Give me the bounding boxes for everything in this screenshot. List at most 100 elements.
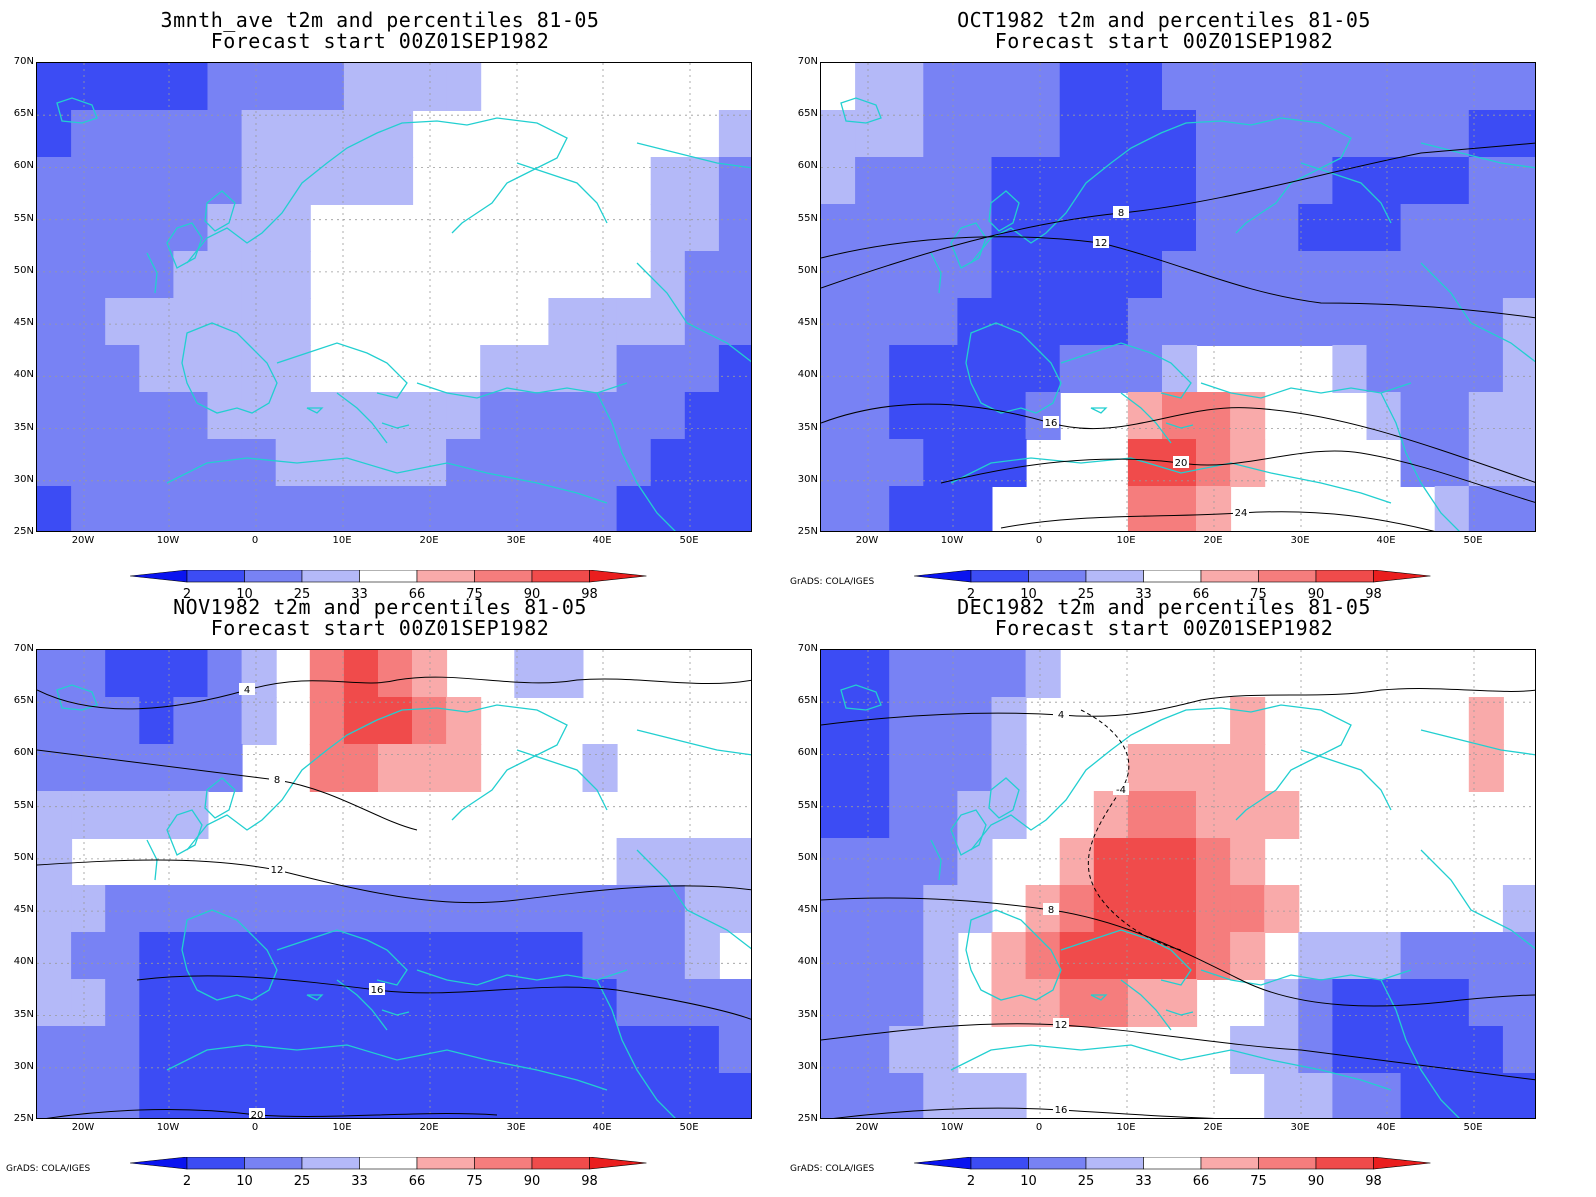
shade-cell xyxy=(1264,157,1300,205)
shade-cell xyxy=(1434,204,1470,252)
lon-tick-label: 20W xyxy=(71,535,95,546)
shade-cell xyxy=(378,392,414,440)
shade-cell xyxy=(1025,298,1061,346)
shade-cell xyxy=(378,486,414,531)
shade-cell xyxy=(412,1073,448,1118)
shade-cell xyxy=(957,63,993,111)
shade-cell xyxy=(173,157,209,205)
shade-cell xyxy=(480,979,516,1027)
shade-cell xyxy=(1502,298,1535,346)
lat-tick-label: 35N xyxy=(13,421,34,433)
shade-cell xyxy=(548,439,584,487)
contour-label: 16 xyxy=(1055,1105,1068,1116)
shade-cell xyxy=(71,345,107,393)
shade-cell xyxy=(889,439,925,487)
shade-cell xyxy=(207,885,243,933)
panel-oct1982: OCT1982 t2m and percentiles 81-05 Foreca… xyxy=(784,0,1544,602)
shade-cell xyxy=(1366,345,1402,393)
shade-cell xyxy=(105,157,141,205)
colorbar-label: 2 xyxy=(967,1174,975,1189)
shade-cell xyxy=(37,1073,73,1118)
shade-cell xyxy=(821,345,857,393)
shade-cell xyxy=(71,63,107,111)
shade-cell xyxy=(923,1026,959,1074)
lon-tick-label: 30E xyxy=(506,1122,526,1133)
shade-cell xyxy=(991,744,1027,792)
shade-cell xyxy=(446,392,482,440)
colorbar-segment xyxy=(1143,569,1202,583)
shade-cell xyxy=(480,885,516,933)
shade-cell xyxy=(684,885,720,933)
shade-cell xyxy=(957,486,993,531)
shade-cell xyxy=(37,204,73,252)
shade-cell xyxy=(412,392,448,440)
colorbar-segment xyxy=(244,1156,303,1170)
shade-cell xyxy=(1196,204,1232,252)
lon-tick-label: 10E xyxy=(332,535,352,546)
shade-cell xyxy=(1298,932,1334,980)
graticule xyxy=(37,63,751,531)
shade-cell xyxy=(1366,251,1402,299)
shade-cell xyxy=(821,650,857,698)
shade-cell xyxy=(889,392,925,440)
shade-cell xyxy=(1366,63,1402,111)
shade-cell xyxy=(650,1026,686,1074)
colorbar-label: 98 xyxy=(581,587,598,602)
shade-cell xyxy=(1025,932,1061,980)
shade-cell xyxy=(855,110,891,158)
colorbar-label: 33 xyxy=(1135,1174,1152,1189)
shade-cell xyxy=(1400,392,1436,440)
shade-cell xyxy=(1400,932,1436,980)
colorbar-label: 2 xyxy=(183,1174,191,1189)
shade-cell xyxy=(1468,392,1504,440)
shade-cell xyxy=(650,838,686,886)
shade-cell xyxy=(139,697,175,745)
shade-cell xyxy=(1468,744,1504,792)
lat-tick-label: 30N xyxy=(13,1060,34,1072)
contour-label: 24 xyxy=(1235,508,1248,519)
colorbar: 2 10 25 33 66 75 90 98 xyxy=(913,569,1444,610)
shade-cell xyxy=(1127,885,1163,933)
shade-cell xyxy=(1162,204,1198,252)
shade-cell xyxy=(446,885,482,933)
colorbar-arrow-left xyxy=(913,569,972,583)
shade-cell xyxy=(1230,697,1266,745)
shade-cell xyxy=(1196,744,1232,792)
shade-cell xyxy=(855,251,891,299)
shade-cell xyxy=(1400,110,1436,158)
shade-cell xyxy=(105,251,141,299)
shade-cell xyxy=(1093,885,1129,933)
shade-cell xyxy=(1196,392,1232,440)
shade-cell xyxy=(1400,204,1436,252)
shade-cell xyxy=(446,486,482,531)
shade-cell xyxy=(1162,979,1198,1027)
shade-cell xyxy=(855,885,891,933)
shade-cell xyxy=(1230,1026,1266,1074)
shade-cell xyxy=(514,650,550,698)
shade-cell xyxy=(1400,251,1436,299)
shade-cell xyxy=(1264,298,1300,346)
shade-cell xyxy=(1127,744,1163,792)
shade-cell xyxy=(1434,979,1470,1027)
shade-cell xyxy=(37,697,73,745)
colorbar-label: 66 xyxy=(409,587,426,602)
contour-label: 12 xyxy=(1095,238,1108,249)
shade-cell xyxy=(684,204,720,252)
graticule xyxy=(821,63,1535,531)
shade-cell xyxy=(1264,1073,1300,1118)
lat-tick-label: 55N xyxy=(13,799,34,811)
shade-cell xyxy=(1093,932,1129,980)
shade-cell xyxy=(1059,298,1095,346)
contour-label: 16 xyxy=(371,985,384,996)
colorbar-segment xyxy=(1200,1156,1259,1170)
shade-cell xyxy=(309,650,345,698)
lat-tick-label: 35N xyxy=(797,421,818,433)
shade-cell xyxy=(105,63,141,111)
shade-cell xyxy=(1196,885,1232,933)
shade-cell xyxy=(991,157,1027,205)
shade-cell xyxy=(1434,298,1470,346)
shade-cell xyxy=(548,650,584,698)
lon-tick-label: 0 xyxy=(251,1122,259,1133)
lon-tick-label: 50E xyxy=(1463,1122,1483,1133)
lat-tick-label: 40N xyxy=(797,956,818,968)
